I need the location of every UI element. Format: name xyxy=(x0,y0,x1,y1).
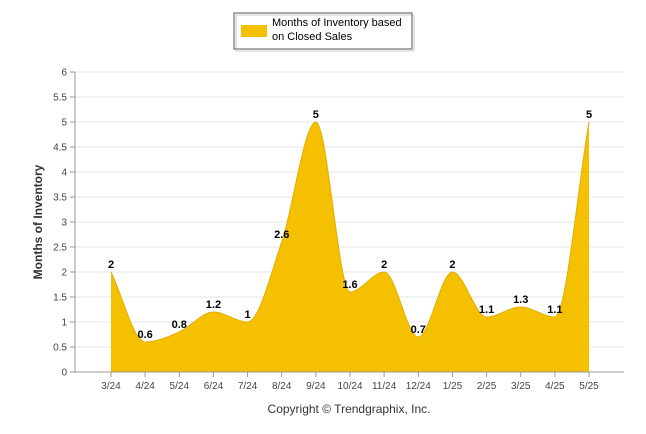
copyright-footer: Copyright © Trendgraphix, Inc. xyxy=(268,402,431,416)
x-tick-label: 4/24 xyxy=(135,381,155,392)
y-tick-label: 2.5 xyxy=(53,243,67,254)
grid xyxy=(75,71,624,373)
data-label: 5 xyxy=(313,109,319,121)
legend-shadow xyxy=(235,14,415,52)
data-label: 1.2 xyxy=(206,299,221,311)
y-tick-label: 4 xyxy=(61,168,67,179)
x-tick-label: 12/24 xyxy=(406,381,431,392)
data-label: 2 xyxy=(449,259,455,271)
x-tick-label: 4/25 xyxy=(545,381,565,392)
series-area xyxy=(110,121,590,372)
x-tick-label: 2/25 xyxy=(477,381,497,392)
data-label: 1.1 xyxy=(547,304,562,316)
data-label: 1 xyxy=(245,309,251,321)
data-label: 1.3 xyxy=(513,294,528,306)
y-tick-label: 5 xyxy=(61,118,67,129)
y-tick-label: 0 xyxy=(61,368,67,379)
y-tick-label: 6 xyxy=(61,68,67,79)
y-tick-label: 4.5 xyxy=(53,143,67,154)
legend-swatch xyxy=(241,25,267,37)
x-tick-label: 5/24 xyxy=(170,381,190,392)
x-tick-label: 10/24 xyxy=(337,381,362,392)
y-tick-label: 1 xyxy=(61,318,67,329)
x-tick-label: 8/24 xyxy=(272,381,292,392)
y-axis-title: Months of Inventory xyxy=(31,164,45,279)
x-tick-label: 5/25 xyxy=(579,381,599,392)
x-tick-label: 1/25 xyxy=(443,381,463,392)
area-fill xyxy=(111,122,589,372)
x-tick-label: 3/24 xyxy=(101,381,121,392)
data-label: 0.6 xyxy=(137,329,152,341)
x-tick-label: 9/24 xyxy=(306,381,326,392)
data-label: 2 xyxy=(108,259,114,271)
data-label: 1.6 xyxy=(342,279,357,291)
legend-label-line2: on Closed Sales xyxy=(272,31,353,43)
y-axis: 0 0.5 1 1.5 2 2.5 3 3.5 4 4.5 5 5.5 6 xyxy=(53,68,76,379)
y-tick-label: 1.5 xyxy=(53,293,67,304)
y-tick-label: 5.5 xyxy=(53,93,67,104)
data-label: 1.1 xyxy=(479,304,494,316)
x-tick-label: 3/25 xyxy=(511,381,531,392)
y-tick-label: 3.5 xyxy=(53,193,67,204)
data-label: 5 xyxy=(586,109,592,121)
x-tick-label: 11/24 xyxy=(372,381,397,392)
x-tick-label: 6/24 xyxy=(204,381,224,392)
legend: Months of Inventory based on Closed Sale… xyxy=(233,12,415,52)
y-tick-label: 0.5 xyxy=(53,343,67,354)
legend-label-line1: Months of Inventory based xyxy=(272,17,402,29)
area-line xyxy=(110,121,590,343)
data-label: 2 xyxy=(381,259,387,271)
y-tick-label: 2 xyxy=(61,268,67,279)
x-tick-label: 7/24 xyxy=(238,381,258,392)
x-axis: 3/24 4/24 5/24 6/24 7/24 8/24 9/24 10/24 11/24 12… xyxy=(75,371,624,392)
data-labels: 2 0.6 0.8 1.2 1 2.6 5 1.6 2 0.7 2 1.1 1.3 1.1 5 xyxy=(108,109,592,341)
data-label: 0.8 xyxy=(172,319,187,331)
data-label: 2.6 xyxy=(274,229,289,241)
y-tick-label: 3 xyxy=(61,218,67,229)
data-label: 0.7 xyxy=(411,324,426,336)
